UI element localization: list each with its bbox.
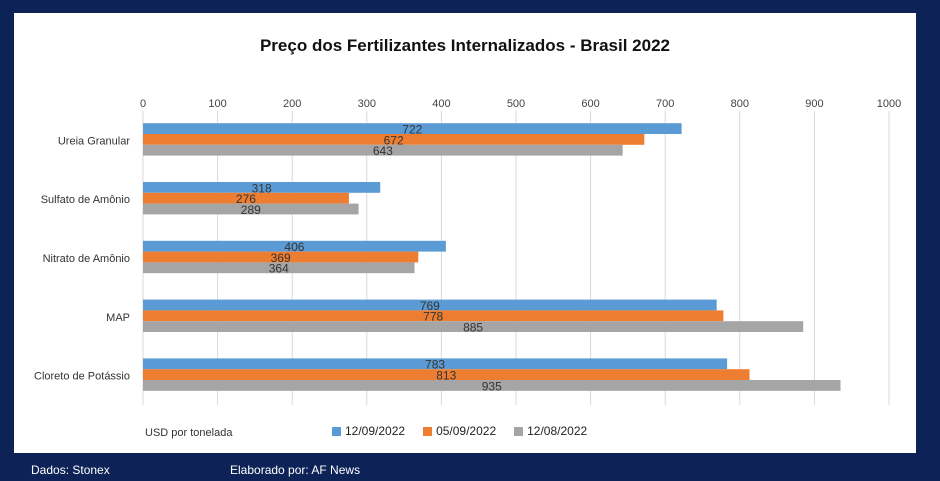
data-label: 369 xyxy=(271,251,291,265)
bar xyxy=(143,299,717,311)
x-tick-label: 0 xyxy=(140,98,146,110)
data-label: 783 xyxy=(425,358,445,372)
bar xyxy=(143,123,682,134)
category-label: Nitrato de Amônio xyxy=(43,253,130,265)
x-tick-label: 800 xyxy=(731,98,749,110)
x-tick-label: 100 xyxy=(208,98,226,110)
bar xyxy=(143,240,446,252)
unit-note: USD por tonelada xyxy=(145,427,233,439)
data-label: 276 xyxy=(236,192,256,206)
legend-item-series-2: 05/09/2022 xyxy=(423,424,496,438)
data-label: 769 xyxy=(420,299,440,313)
data-label: 672 xyxy=(384,133,404,147)
footer-author: Elaborado por: AF News xyxy=(230,463,361,477)
legend: 12/09/2022 05/09/2022 12/08/2022 xyxy=(332,424,587,438)
x-tick-label: 200 xyxy=(283,98,301,110)
bar-chart: 0 100 200 300 400 500 600 700 800 900 1000 Ureia Gr… xyxy=(34,98,901,405)
legend-label-series-3: 12/08/2022 xyxy=(527,424,588,438)
bar xyxy=(143,203,359,215)
x-tick-label: 400 xyxy=(432,98,450,110)
data-label: 364 xyxy=(269,262,289,276)
legend-swatch-series-2 xyxy=(423,426,433,436)
data-label: 289 xyxy=(241,203,261,217)
legend-item-series-1: 12/09/2022 xyxy=(332,424,405,438)
x-tick-label: 700 xyxy=(656,98,674,110)
bar xyxy=(143,358,728,370)
bar xyxy=(143,310,724,322)
data-label: 885 xyxy=(463,321,483,335)
data-label: 722 xyxy=(402,123,422,137)
bar xyxy=(143,369,750,380)
footer-source: Dados: Stonex xyxy=(31,463,110,477)
x-tick-label: 900 xyxy=(805,98,823,110)
data-label: 643 xyxy=(373,144,393,158)
legend-swatch-series-1 xyxy=(332,426,341,436)
category-label: Ureia Granular xyxy=(58,135,130,147)
bar xyxy=(143,321,804,332)
category-label: Cloreto de Potássio xyxy=(34,371,130,383)
bar xyxy=(143,182,381,193)
chart-panel: Preço dos Fertilizantes Internalizados -… xyxy=(14,13,916,453)
chart-title: Preço dos Fertilizantes Internalizados -… xyxy=(259,36,671,55)
bar xyxy=(143,192,349,204)
x-tick-label: 500 xyxy=(507,98,525,110)
data-label: 778 xyxy=(423,310,443,324)
data-label: 813 xyxy=(436,369,456,383)
x-tick-label: 600 xyxy=(581,98,599,110)
category-label: MAP xyxy=(106,312,130,324)
x-tick-label: 1000 xyxy=(877,98,901,110)
legend-label-series-2: 05/09/2022 xyxy=(436,424,497,438)
data-label: 406 xyxy=(284,240,304,254)
legend-label-series-1: 12/09/2022 xyxy=(345,424,406,438)
data-label: 935 xyxy=(482,379,502,393)
bar xyxy=(143,144,623,156)
bar xyxy=(143,134,645,145)
bar xyxy=(143,380,841,391)
legend-swatch-series-3 xyxy=(514,426,524,436)
bar xyxy=(143,262,415,274)
data-label: 318 xyxy=(252,181,272,195)
bar xyxy=(143,251,419,263)
category-label: Sulfato de Amônio xyxy=(41,194,130,206)
legend-item-series-3: 12/08/2022 xyxy=(514,424,587,438)
x-tick-label: 300 xyxy=(358,98,376,110)
